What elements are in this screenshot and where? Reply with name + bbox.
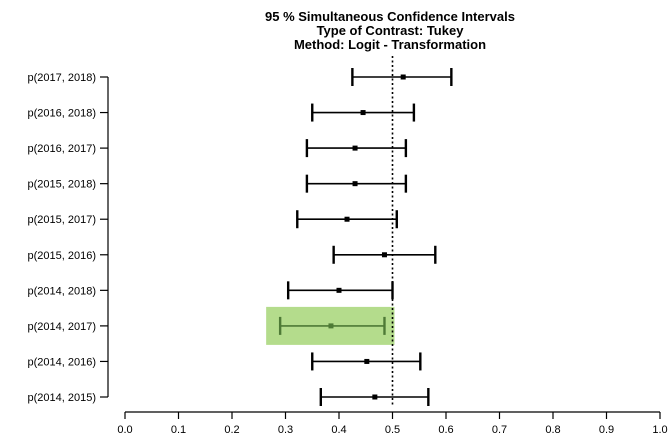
interval-row xyxy=(319,388,430,406)
estimate-point xyxy=(352,181,358,187)
estimate-point xyxy=(400,74,406,80)
x-tick-label: 0.2 xyxy=(224,424,239,436)
x-tick-label: 0.8 xyxy=(545,424,560,436)
chart-title: 95 % Simultaneous Confidence Intervals xyxy=(265,9,515,24)
row-label: p(2014, 2018) xyxy=(28,285,97,297)
row-label: p(2017, 2018) xyxy=(28,72,97,84)
interval-row xyxy=(332,245,437,264)
row-label: p(2014, 2017) xyxy=(28,321,97,333)
row-label: p(2015, 2018) xyxy=(28,179,97,191)
chart-subtitle-contrast: Type of Contrast: Tukey xyxy=(316,23,464,38)
estimate-point xyxy=(364,358,370,364)
x-tick-label: 1.0 xyxy=(652,424,667,436)
row-label: p(2014, 2016) xyxy=(28,356,97,368)
estimate-point xyxy=(336,287,342,293)
x-tick-label: 0.3 xyxy=(278,424,293,436)
estimate-point xyxy=(360,110,366,116)
x-tick-label: 0.0 xyxy=(117,424,132,436)
row-label: p(2015, 2017) xyxy=(28,214,97,226)
x-tick-label: 0.6 xyxy=(438,424,453,436)
row-label: p(2016, 2018) xyxy=(28,108,97,120)
row-label: p(2016, 2017) xyxy=(28,143,97,155)
x-tick-label: 0.9 xyxy=(599,424,614,436)
chart-subtitle-method: Method: Logit - Transformation xyxy=(293,37,487,52)
row-label: p(2014, 2015) xyxy=(28,392,97,404)
interval-row xyxy=(278,316,386,335)
estimate-point xyxy=(344,216,350,222)
x-tick-label: 0.7 xyxy=(492,424,507,436)
row-label: p(2015, 2016) xyxy=(28,250,97,262)
interval-row xyxy=(311,103,416,122)
estimate-point xyxy=(352,145,358,151)
estimate-point xyxy=(328,323,334,329)
interval-row xyxy=(305,139,408,158)
estimate-point xyxy=(372,394,378,400)
interval-row xyxy=(311,352,422,371)
chart-title-block: 95 % Simultaneous Confidence Intervals T… xyxy=(110,10,670,52)
x-tick-label: 0.4 xyxy=(331,424,346,436)
interval-row xyxy=(305,174,408,193)
estimate-point xyxy=(381,252,387,258)
interval-row xyxy=(351,68,453,86)
x-tick-label: 0.1 xyxy=(171,424,186,436)
interval-row xyxy=(296,210,398,229)
x-tick-label: 0.5 xyxy=(385,424,400,436)
interval-row xyxy=(286,281,394,300)
